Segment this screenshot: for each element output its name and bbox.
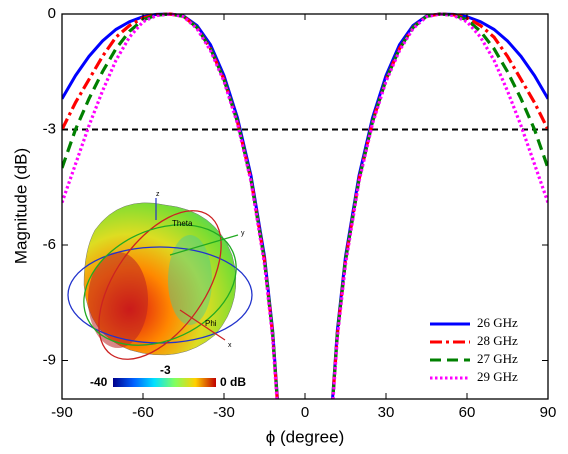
ring: [83, 224, 237, 346]
x-tick-label: -90: [51, 404, 73, 421]
pattern-shade: [168, 235, 212, 325]
inset-label: z: [156, 191, 160, 198]
x-axis-label: ϕ (degree): [266, 427, 345, 446]
plot-lines: [62, 12, 548, 399]
ring: [98, 210, 222, 360]
y-axis-label: Magnitude (dB): [11, 148, 30, 264]
x-tick-label: 0: [301, 404, 309, 421]
legend-label: 28 GHz: [477, 333, 518, 348]
legend-label: 27 GHz: [477, 351, 518, 366]
x-tick-label: -60: [132, 404, 154, 421]
series-line: [62, 12, 548, 399]
x-tick-label: -30: [213, 404, 235, 421]
pattern-shade: [88, 252, 148, 348]
axis-arrow: [169, 234, 239, 256]
x-tick-label: 60: [459, 404, 476, 421]
series-line: [62, 12, 548, 399]
colorbar-label: -40: [90, 375, 108, 389]
inset-label: x: [228, 342, 232, 349]
series-line: [62, 12, 548, 399]
y-tick-label: -6: [43, 236, 56, 253]
inset-label: Theta: [172, 219, 193, 228]
legend-label: 26 GHz: [477, 315, 518, 330]
colorbar: [113, 378, 216, 387]
inset-pattern: Theta Phi x y z -40 -3 0 dB: [67, 191, 253, 389]
colorbar-label: -3: [160, 363, 171, 377]
legend-label: 29 GHz: [477, 369, 518, 384]
axis-arrow: [179, 309, 226, 341]
y-tick-label: -9: [43, 351, 56, 368]
x-tick-label: 90: [540, 404, 557, 421]
x-tick-label: 30: [378, 404, 395, 421]
colorbar-label: 0 dB: [220, 375, 246, 389]
y-tick-label: -3: [43, 120, 56, 137]
inset-label: Phi: [205, 319, 217, 328]
inset-label: y: [241, 230, 245, 237]
y-tick-label: 0: [48, 5, 56, 22]
